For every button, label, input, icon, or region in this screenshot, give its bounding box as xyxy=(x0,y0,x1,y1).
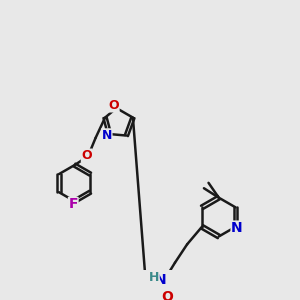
Text: O: O xyxy=(81,149,92,162)
Text: O: O xyxy=(108,99,119,112)
Text: H: H xyxy=(149,271,159,284)
Text: N: N xyxy=(231,221,243,235)
Text: F: F xyxy=(68,197,78,212)
Text: N: N xyxy=(154,273,166,286)
Text: N: N xyxy=(102,129,112,142)
Text: O: O xyxy=(161,290,173,300)
